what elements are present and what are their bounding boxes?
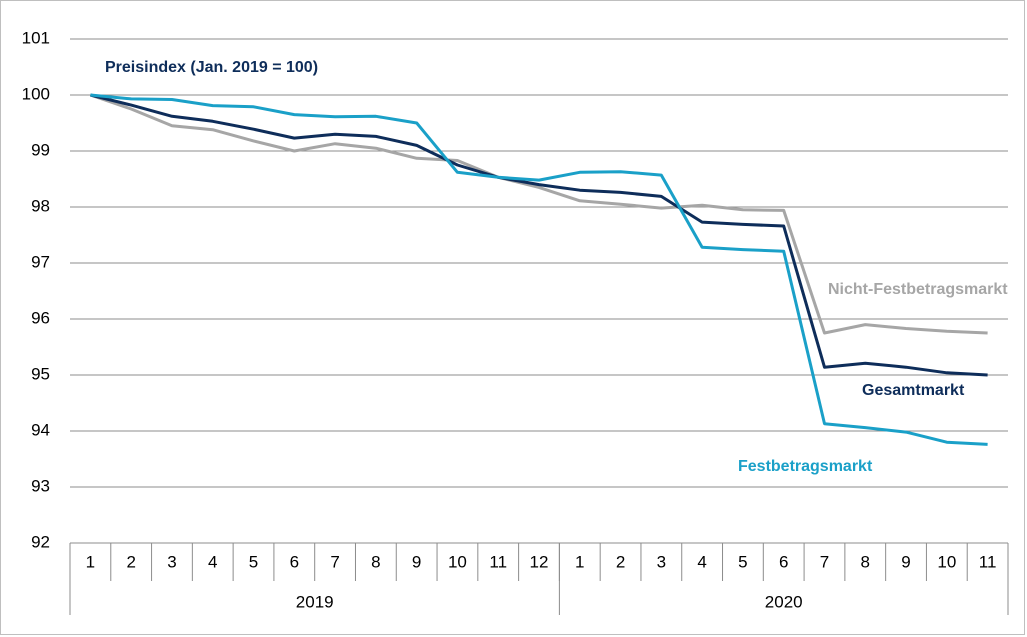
x-tick-label: 6 <box>779 552 788 571</box>
y-tick-label: 99 <box>31 140 50 159</box>
y-tick-label: 95 <box>31 364 50 383</box>
y-tick-label: 97 <box>31 252 50 271</box>
y-tick-label: 92 <box>31 532 50 551</box>
x-tick-label: 3 <box>657 552 666 571</box>
series-line <box>90 93 988 446</box>
x-tick-label: 4 <box>697 552 706 571</box>
x-tick-label: 8 <box>371 552 380 571</box>
x-tick-label: 2 <box>616 552 625 571</box>
x-tick-label: 11 <box>489 552 507 571</box>
x-tick-label: 7 <box>820 552 829 571</box>
x-tick-label: 9 <box>412 552 421 571</box>
x-tick-label: 9 <box>901 552 910 571</box>
series-line <box>90 93 988 377</box>
x-tick-label: 1 <box>86 552 95 571</box>
x-tick-label: 5 <box>249 552 258 571</box>
y-tick-label: 94 <box>31 420 50 439</box>
x-tick-label: 3 <box>167 552 176 571</box>
x-tick-label: 4 <box>208 552 217 571</box>
y-tick-label: 96 <box>31 308 50 327</box>
x-tick-label: 6 <box>290 552 299 571</box>
x-tick-label: 8 <box>861 552 870 571</box>
x-tick-label: 12 <box>530 552 549 571</box>
series-line <box>89 93 988 335</box>
x-tick-label: 11 <box>979 552 997 571</box>
group-label: 2019 <box>296 592 334 611</box>
y-tick-label: 101 <box>22 28 50 47</box>
y-tick-label: 98 <box>31 196 50 215</box>
x-tick-label: 5 <box>738 552 747 571</box>
chart-title: Preisindex (Jan. 2019 = 100) <box>105 59 318 76</box>
x-tick-label: 7 <box>330 552 339 571</box>
series-label: Gesamtmarkt <box>862 382 965 399</box>
y-tick-label: 93 <box>31 476 50 495</box>
group-label: 2020 <box>765 592 803 611</box>
series-label: Nicht-Festbetragsmarkt <box>828 281 1008 298</box>
x-tick-label: 1 <box>575 552 584 571</box>
x-tick-label: 2 <box>126 552 135 571</box>
series-label: Festbetragsmarkt <box>738 458 873 475</box>
x-tick-label: 10 <box>937 552 956 571</box>
y-tick-label: 100 <box>22 84 50 103</box>
x-tick-label: 10 <box>448 552 467 571</box>
